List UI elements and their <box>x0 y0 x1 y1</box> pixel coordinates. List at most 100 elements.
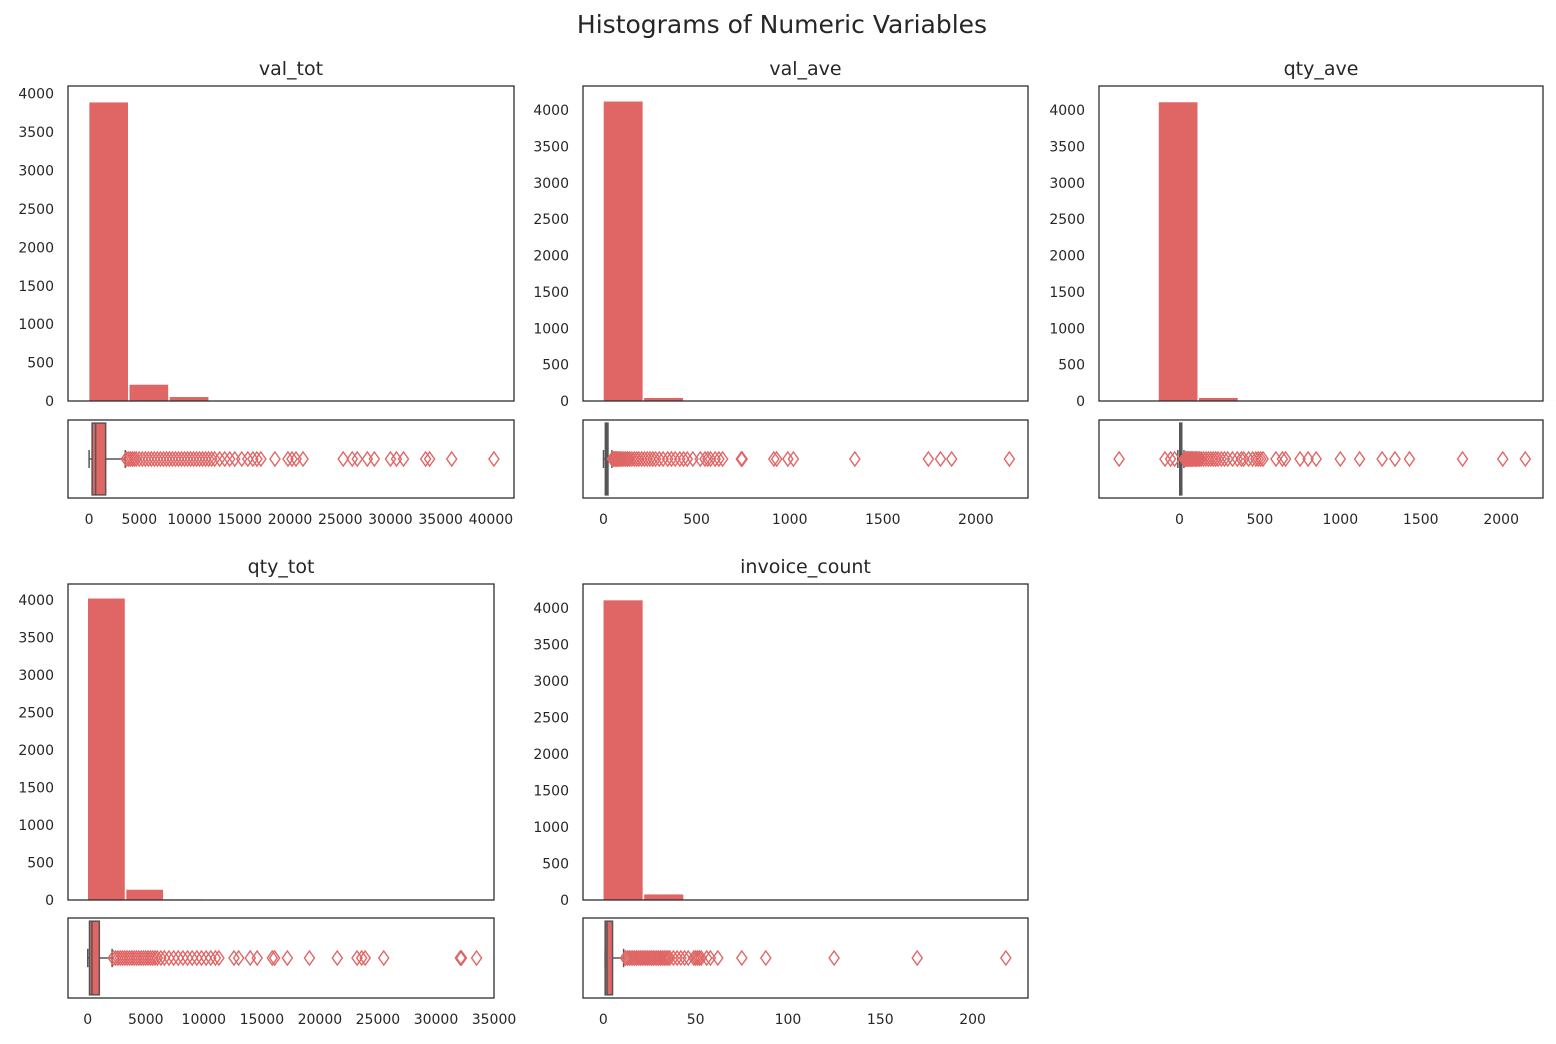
y-tick-label: 0 <box>560 394 569 410</box>
outlier-point <box>146 949 159 967</box>
outlier-point <box>922 450 935 468</box>
outlier-point <box>241 450 254 468</box>
y-tick-label: 2500 <box>533 711 569 727</box>
outlier-point <box>269 450 281 468</box>
outlier-point <box>351 450 364 468</box>
outlier-point <box>716 450 729 468</box>
outlier-point <box>149 949 161 967</box>
outlier-point <box>1257 450 1269 468</box>
outlier-point <box>767 450 780 468</box>
outlier-point <box>781 450 794 468</box>
outlier-point <box>735 949 748 967</box>
outlier-point <box>297 450 309 468</box>
x-tick-label: 10000 <box>182 1012 227 1028</box>
outlier-point <box>632 450 645 468</box>
outlier-point <box>669 450 682 468</box>
outlier-point <box>1168 450 1181 468</box>
outlier-point <box>678 949 691 967</box>
boxplot-frame <box>1098 419 1544 499</box>
x-tick-label: 35000 <box>418 512 463 528</box>
y-tick-label: 2000 <box>18 743 54 759</box>
subplot-title: val_ave <box>769 58 841 80</box>
outlier-point <box>346 450 359 468</box>
outlier-point <box>190 949 203 967</box>
boxplot-frame <box>67 419 515 499</box>
outlier-point <box>630 450 643 468</box>
outlier-point <box>361 450 374 468</box>
outlier-point <box>228 949 240 967</box>
x-tick-label: 2000 <box>958 512 994 528</box>
histogram-bar <box>125 889 164 901</box>
outlier-point <box>1226 450 1239 468</box>
y-tick-label: 1000 <box>1049 321 1085 337</box>
outlier-point <box>700 949 713 967</box>
outlier-point <box>1207 450 1220 468</box>
outlier-point <box>699 450 711 468</box>
outlier-point <box>1519 450 1532 468</box>
x-tick-label: 150 <box>867 1012 894 1028</box>
y-tick-label: 500 <box>27 855 54 871</box>
histogram-bar <box>169 396 209 402</box>
x-tick-label: 20000 <box>298 1012 343 1028</box>
outlier-point <box>1403 450 1416 468</box>
box-iqr <box>91 422 107 496</box>
outlier-point <box>172 949 185 967</box>
histogram-bars <box>1158 101 1556 402</box>
outlier-point <box>1456 450 1469 468</box>
outlier-point <box>689 949 702 967</box>
y-tick-label: 4000 <box>18 593 54 609</box>
x-tick-label: 0 <box>599 1012 608 1028</box>
outlier-point <box>303 949 316 967</box>
subplot-invoice_count: invoice_count050010001500200025003000350… <box>533 556 1029 1028</box>
y-tick-label: 2500 <box>18 705 54 721</box>
outlier-point <box>1276 450 1289 468</box>
outlier-point <box>1353 450 1366 468</box>
outlier-point <box>268 949 281 967</box>
outlier-point <box>368 450 381 468</box>
outlier-point <box>736 450 749 468</box>
subplot-qty_tot: qty_tot 0 500 1000 1500 2000 2500 3000 3500 4000 0… <box>18 556 516 1028</box>
x-tick-label: 5000 <box>121 512 157 528</box>
boxplot <box>86 920 483 996</box>
outlier-point <box>638 450 651 468</box>
x-tick-label: 30000 <box>368 512 413 528</box>
outlier-point <box>704 450 717 468</box>
outlier-point <box>186 949 199 967</box>
x-tick-label: 1000 <box>1322 512 1358 528</box>
boxplot-frame <box>582 917 1029 999</box>
outlier-point <box>658 949 671 967</box>
y-tick-label: 1500 <box>1049 285 1085 301</box>
outlier-point <box>999 949 1012 967</box>
outlier-point <box>1389 450 1401 468</box>
outlier-point <box>223 450 236 468</box>
outlier-point <box>1496 450 1509 468</box>
outlier-point <box>213 949 225 967</box>
outlier-point <box>1294 450 1306 468</box>
x-tick-label: 0 <box>599 512 608 528</box>
subplot-val_tot: val_tot050010001500200025003000350040000… <box>18 58 515 528</box>
outlier-point <box>177 949 189 967</box>
y-tick-label: 3500 <box>18 125 54 141</box>
outlier-point <box>657 450 669 468</box>
outliers <box>120 450 500 468</box>
y-tick-label: 0 <box>560 893 569 909</box>
outlier-point <box>470 949 483 967</box>
x-tick-label: 50 <box>687 1012 705 1028</box>
x-tick-label: 2000 <box>1483 512 1519 528</box>
outlier-point <box>251 949 264 967</box>
histogram-bars <box>603 599 1009 901</box>
outlier-point <box>163 949 175 967</box>
y-tick-label: 2000 <box>533 249 569 265</box>
y-tick-label: 2500 <box>533 212 569 228</box>
outlier-point <box>1302 450 1314 468</box>
outlier-point <box>255 450 267 468</box>
outlier-point <box>1221 450 1234 468</box>
outlier-point <box>641 450 654 468</box>
outlier-point <box>681 450 694 468</box>
outliers <box>619 949 1012 967</box>
outlier-point <box>266 949 279 967</box>
outlier-point <box>1270 450 1282 468</box>
y-tick-label: 3500 <box>533 139 569 155</box>
subplot-title: qty_tot <box>248 556 315 578</box>
y-tick-label: 2000 <box>18 240 54 256</box>
